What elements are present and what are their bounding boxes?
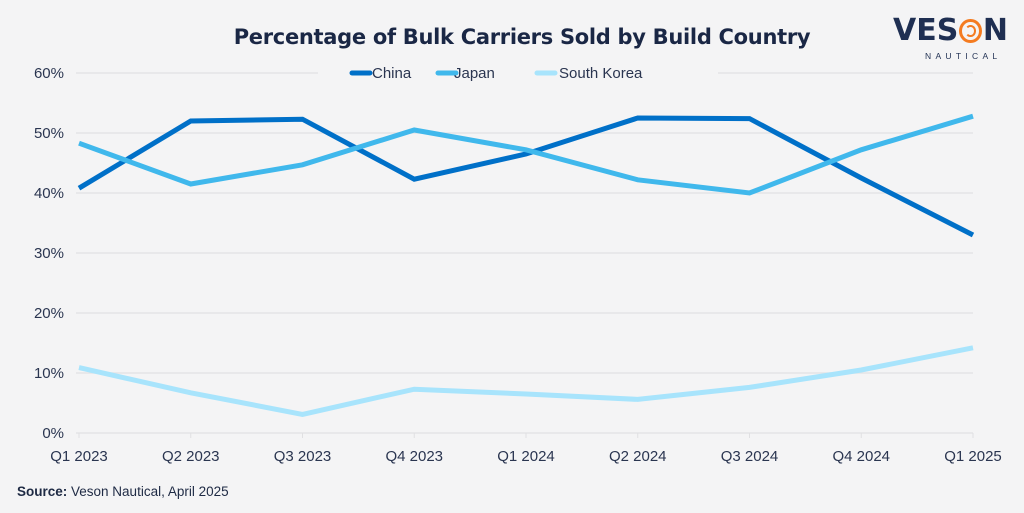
logo-o-icon [959, 19, 982, 43]
legend-label: China [372, 65, 412, 82]
logo-text-left: VES [893, 13, 959, 48]
logo-wordmark: VES N [893, 16, 1008, 46]
y-tick-label: 30% [34, 245, 64, 262]
logo-subtitle: NAUTICAL [925, 51, 1002, 61]
x-tick-label: Q1 2025 [944, 448, 1002, 465]
y-tick-label: 10% [34, 365, 64, 382]
legend-background [318, 61, 718, 85]
y-tick-label: 40% [34, 185, 64, 202]
series-lines [77, 113, 975, 417]
x-axis-ticks: Q1 2023 Q2 2023 Q3 2023 Q4 2023 Q1 2024 Q2 20… [50, 433, 1002, 465]
y-tick-label: 50% [34, 125, 64, 142]
source-text: Veson Nautical, April 2025 [67, 484, 229, 499]
chart-title: Percentage of Bulk Carriers Sold by Buil… [233, 25, 811, 49]
y-tick-label: 0% [42, 425, 64, 442]
x-tick-label: Q1 2023 [50, 448, 108, 465]
source-label: Source: [17, 484, 68, 499]
y-tick-label: 60% [34, 65, 64, 82]
gridlines [76, 72, 973, 434]
y-axis-ticks: 0% 10% 20% 30% 40% 50% 60% [34, 65, 64, 442]
logo-text-right: N [982, 13, 1008, 48]
x-tick-label: Q4 2024 [832, 448, 890, 465]
veson-nautical-logo: VES N NAUTICAL [893, 16, 1008, 62]
x-tick-label: Q2 2024 [609, 448, 667, 465]
series-line-china [77, 115, 975, 238]
x-tick-label: Q3 2024 [721, 448, 779, 465]
x-tick-label: Q2 2023 [162, 448, 220, 465]
legend: China Japan South Korea [318, 61, 718, 85]
y-tick-label: 20% [34, 305, 64, 322]
x-tick-label: Q3 2023 [274, 448, 332, 465]
x-tick-label: Q4 2023 [385, 448, 443, 465]
legend-label: Japan [454, 65, 495, 82]
source-note: Source: Veson Nautical, April 2025 [17, 484, 229, 499]
series-line-japan [78, 113, 974, 196]
legend-label: South Korea [559, 65, 643, 82]
x-tick-label: Q1 2024 [497, 448, 555, 465]
series-line-south-korea [78, 345, 974, 417]
